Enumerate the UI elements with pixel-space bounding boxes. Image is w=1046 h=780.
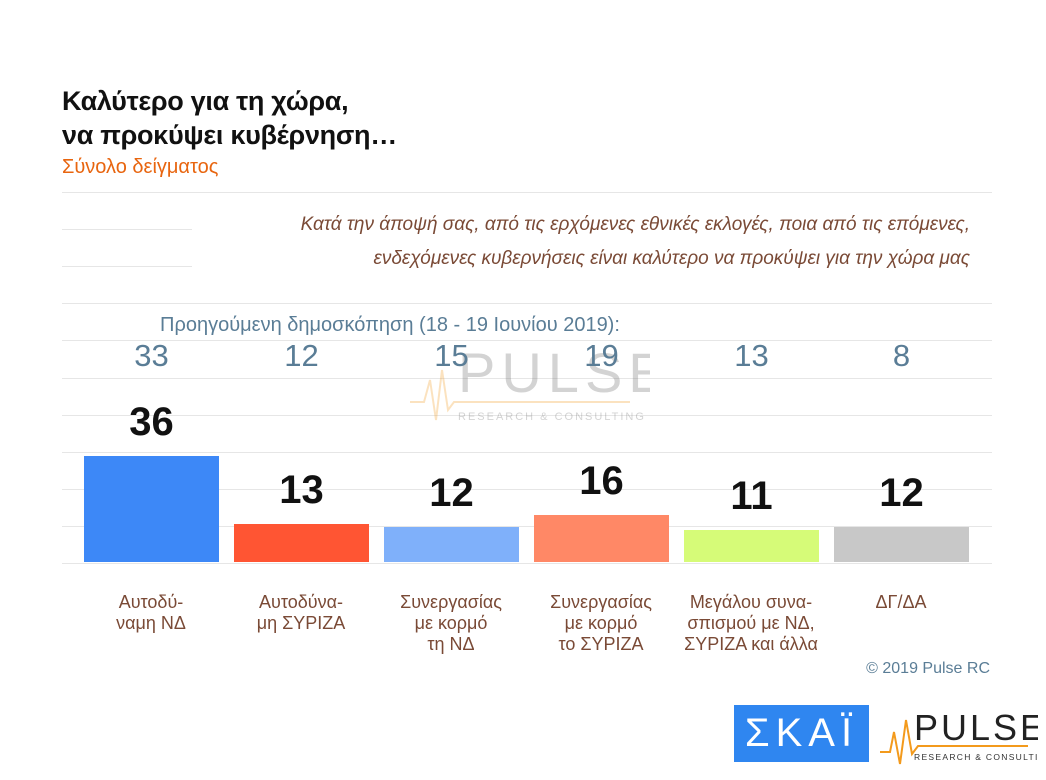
chart-title: Καλύτερο για τη χώρα, να προκύψει κυβέρν… bbox=[62, 84, 397, 152]
gridline bbox=[62, 340, 992, 342]
category-label: Αυτοδύ-ναμη ΝΔ bbox=[116, 592, 186, 633]
category-label: Συνεργασίας με κορμό τη ΝΔ bbox=[400, 592, 502, 654]
gridline bbox=[62, 192, 992, 193]
pulse-watermark: PULSE RESEARCH & CONSULTING bbox=[410, 341, 650, 423]
gridline bbox=[62, 303, 992, 305]
svg-text:RESEARCH & CONSULTING: RESEARCH & CONSULTING bbox=[914, 752, 1038, 762]
question-line-2: ενδεχόμενες κυβερνήσεις είναι καλύτερο ν… bbox=[373, 248, 970, 269]
bar-value-label: 11 bbox=[730, 473, 773, 518]
bar bbox=[384, 526, 519, 562]
pulse-logo: PULSE RESEARCH & CONSULTING bbox=[880, 707, 1038, 765]
bar-value-label: 36 bbox=[129, 400, 174, 444]
category-label: Αυτοδύνα-μη ΣΥΡΙΖΑ bbox=[256, 592, 346, 633]
gridline bbox=[62, 525, 992, 527]
bar bbox=[834, 526, 969, 562]
gridline bbox=[62, 229, 192, 231]
bar bbox=[684, 529, 819, 562]
copyright: © 2019 Pulse RC bbox=[866, 660, 990, 677]
title-line-1: Καλύτερο για τη χώρα, bbox=[62, 86, 349, 116]
gridline bbox=[62, 488, 992, 490]
previous-value-label: 15 bbox=[434, 338, 469, 373]
bar bbox=[84, 456, 219, 562]
previous-value-label: 8 bbox=[892, 338, 911, 373]
svg-text:PULSE: PULSE bbox=[914, 707, 1038, 748]
skai-logo-text: ΣΚΑΪ bbox=[744, 711, 859, 755]
svg-text:PULSE: PULSE bbox=[458, 341, 650, 404]
chart-subtitle: Σύνολο δείγματος bbox=[62, 156, 219, 178]
gridline bbox=[62, 563, 992, 564]
previous-value-label: 13 bbox=[734, 338, 769, 373]
category-label: Συνεργασίας με κορμό το ΣΥΡΙΖΑ bbox=[550, 592, 652, 654]
gridline bbox=[62, 451, 992, 453]
svg-text:RESEARCH & CONSULTING: RESEARCH & CONSULTING bbox=[458, 411, 646, 423]
previous-value-label: 19 bbox=[584, 338, 619, 373]
previous-poll-label: Προηγούμενη δημοσκόπηση (18 - 19 Ιουνίου… bbox=[160, 314, 620, 336]
gridline bbox=[62, 266, 192, 268]
gridline bbox=[62, 377, 992, 379]
bar bbox=[234, 523, 369, 562]
previous-value-label: 33 bbox=[134, 338, 169, 373]
skai-logo: ΣΚΑΪ bbox=[734, 705, 869, 762]
category-label: Μεγάλου συνα-σπισμού με ΝΔ, ΣΥΡΙΖΑ και άλ… bbox=[684, 592, 818, 654]
bar-value-label: 13 bbox=[279, 467, 324, 512]
bar-value-label: 12 bbox=[429, 470, 474, 515]
gridline bbox=[62, 414, 992, 416]
title-line-2: να προκύψει κυβέρνηση… bbox=[62, 120, 397, 150]
previous-value-label: 12 bbox=[284, 338, 319, 373]
bar bbox=[534, 514, 669, 562]
survey-question: Κατά την άποψή σας, από τις ερχόμενες εθ… bbox=[150, 208, 970, 276]
category-label: ΔΓ/ΔΑ bbox=[875, 592, 927, 612]
bar-value-label: 16 bbox=[579, 458, 624, 503]
bar-value-label: 12 bbox=[879, 470, 924, 515]
question-line-1: Κατά την άποψή σας, από τις ερχόμενες εθ… bbox=[300, 214, 970, 235]
